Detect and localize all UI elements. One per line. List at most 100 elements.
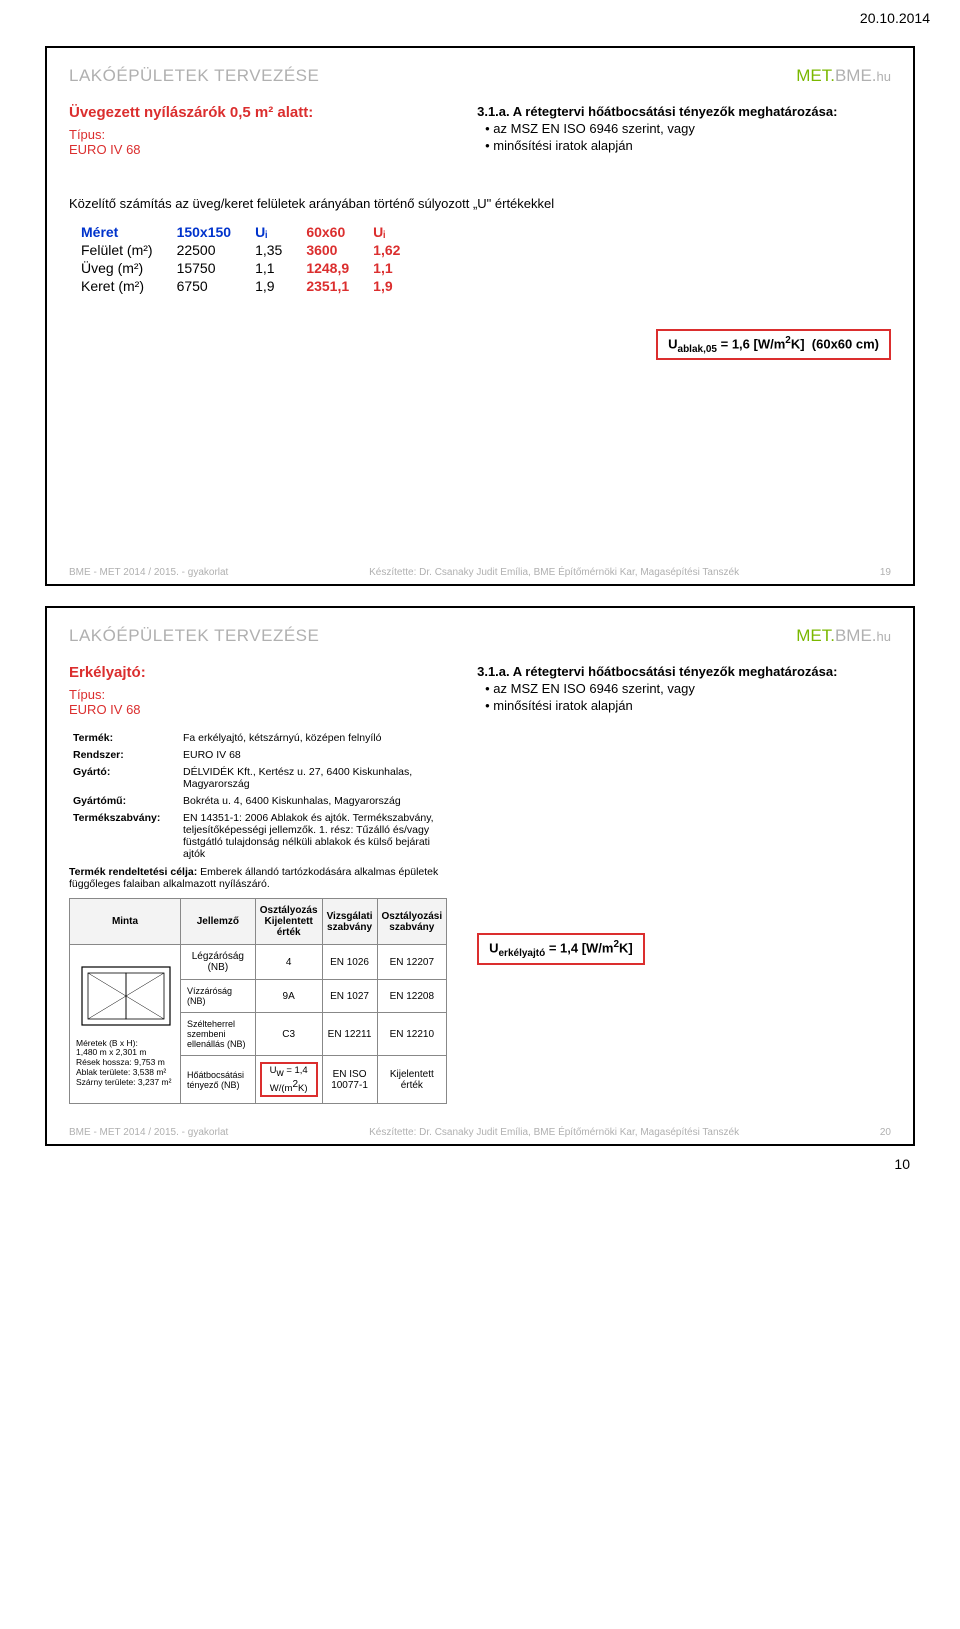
bullet-item: az MSZ EN ISO 6946 szerint, vagy [485, 681, 891, 696]
footer-page: 20 [880, 1127, 891, 1138]
cell: 9A [255, 980, 322, 1013]
type-block: Típus: EURO IV 68 [69, 127, 447, 157]
th: Osztályozási szabvány [377, 899, 447, 945]
cell: 1,9 [243, 277, 294, 295]
cell: EN 12208 [377, 980, 447, 1013]
slide-footer: BME - MET 2014 / 2015. - gyakorlat Készí… [69, 1127, 891, 1138]
cell: EN 12211 [322, 1013, 377, 1056]
hcell: Uᵢ [243, 223, 294, 241]
cell: EN 1026 [322, 945, 377, 980]
page-date: 20.10.2014 [0, 0, 960, 26]
table-row: Felület (m²) 22500 1,35 3600 1,62 [69, 241, 412, 259]
th: Vizsgálati szabvány [322, 899, 377, 945]
table-row: Gyártómű:Bokréta u. 4, 6400 Kiskunhalas,… [69, 792, 447, 809]
result-box: Uerkélyajtó = 1,4 [W/m2K] [477, 933, 645, 965]
table-row: Rendszer:EURO IV 68 [69, 746, 447, 763]
th: Osztályozás Kijelentett érték [255, 899, 322, 945]
cell: C3 [255, 1013, 322, 1056]
cell: EN 1027 [322, 980, 377, 1013]
cell: Üveg (m²) [69, 259, 165, 277]
product-purpose: Termék rendeltetési célja: Emberek állan… [69, 866, 447, 890]
product-info-table: Termék:Fa erkélyajtó, kétszárnyú, középe… [69, 729, 447, 862]
th: Minta [70, 899, 181, 945]
brand-bme: BME. [835, 626, 877, 645]
value: EURO IV 68 [179, 746, 447, 763]
brand: MET.BME.hu [796, 626, 891, 646]
brand-met: MET. [796, 66, 835, 85]
cell: EN ISO 10077-1 [322, 1056, 377, 1104]
footer-center: Készítette: Dr. Csanaky Judit Emília, BM… [369, 567, 739, 578]
formula-box: Uablak,05 = 1,6 [W/m2K] (60x60 cm) [656, 329, 891, 361]
calc-note: Közelítő számítás az üveg/keret felülete… [69, 195, 891, 213]
section-title: A rétegtervi hőátbocsátási tényezők megh… [513, 104, 838, 119]
type-label: Típus: [69, 127, 105, 142]
cell: 1,1 [243, 259, 294, 277]
table-header-row: Minta Jellemző Osztályozás Kijelentett é… [70, 899, 447, 945]
cell: 1,9 [361, 277, 412, 295]
hcell: 60x60 [294, 223, 361, 241]
hcell: 150x150 [165, 223, 244, 241]
value: Bokréta u. 4, 6400 Kiskunhalas, Magyaror… [179, 792, 447, 809]
cell: 6750 [165, 277, 244, 295]
footer-center: Készítette: Dr. Csanaky Judit Emília, BM… [369, 1127, 739, 1138]
slide-19: LAKÓÉPÜLETEK TERVEZÉSE MET.BME.hu Üvegez… [45, 46, 915, 586]
slide-20: LAKÓÉPÜLETEK TERVEZÉSE MET.BME.hu Erkély… [45, 606, 915, 1146]
label: Termék: [69, 729, 179, 746]
footer-left: BME - MET 2014 / 2015. - gyakorlat [69, 1127, 228, 1138]
hcell: Uᵢ [361, 223, 412, 241]
cell: 15750 [165, 259, 244, 277]
topic: Erkélyajtó: [69, 664, 447, 681]
cell: Uw = 1,4 W/(m2K) [255, 1056, 322, 1104]
section-head: 3.1.a. A rétegtervi hőátbocsátási tényez… [477, 664, 891, 679]
brand-met: MET. [796, 626, 835, 645]
type-value: EURO IV 68 [69, 142, 141, 157]
sample-cell: Méretek (B x H): 1,480 m x 2,301 m Rések… [70, 945, 181, 1104]
cell: 1,62 [361, 241, 412, 259]
brand: MET.BME.hu [796, 66, 891, 86]
bullets: az MSZ EN ISO 6946 szerint, vagy minősít… [477, 121, 891, 153]
value: DÉLVIDÉK Kft., Kertész u. 27, 6400 Kisku… [179, 763, 447, 792]
type-block: Típus: EURO IV 68 [69, 687, 447, 717]
table-row: Gyártó:DÉLVIDÉK Kft., Kertész u. 27, 640… [69, 763, 447, 792]
type-label: Típus: [69, 687, 105, 702]
cell: Felület (m²) [69, 241, 165, 259]
table-row: Keret (m²) 6750 1,9 2351,1 1,9 [69, 277, 412, 295]
value: EN 14351-1: 2006 Ablakok és ajtók. Termé… [179, 809, 447, 862]
cell: 1,35 [243, 241, 294, 259]
page-number: 10 [0, 1156, 910, 1172]
course-title: LAKÓÉPÜLETEK TERVEZÉSE [69, 626, 319, 646]
section-title: A rétegtervi hőátbocsátási tényezők megh… [513, 664, 838, 679]
cell: 1,1 [361, 259, 412, 277]
label: Rendszer: [69, 746, 179, 763]
cell: 1248,9 [294, 259, 361, 277]
table-row: Üveg (m²) 15750 1,1 1248,9 1,1 [69, 259, 412, 277]
brand-bme: BME. [835, 66, 877, 85]
table-row: Méretek (B x H): 1,480 m x 2,301 m Rések… [70, 945, 447, 980]
uw-highlight: Uw = 1,4 W/(m2K) [260, 1062, 318, 1097]
label: Gyártómű: [69, 792, 179, 809]
bullets: az MSZ EN ISO 6946 szerint, vagy minősít… [477, 681, 891, 713]
label: Termékszabvány: [69, 809, 179, 862]
course-title: LAKÓÉPÜLETEK TERVEZÉSE [69, 66, 319, 86]
hcell: Méret [69, 223, 165, 241]
type-value: EURO IV 68 [69, 702, 141, 717]
footer-page: 19 [880, 567, 891, 578]
cell: Szélteherrel szembeni ellenállás (NB) [181, 1013, 256, 1056]
slide-footer: BME - MET 2014 / 2015. - gyakorlat Készí… [69, 567, 891, 578]
cell: 4 [255, 945, 322, 980]
cell: Kijelentett érték [377, 1056, 447, 1104]
table-row: Méret 150x150 Uᵢ 60x60 Uᵢ [69, 223, 412, 241]
bullet-item: minősítési iratok alapján [485, 698, 891, 713]
classification-table: Minta Jellemző Osztályozás Kijelentett é… [69, 898, 447, 1104]
size-table: Méret 150x150 Uᵢ 60x60 Uᵢ Felület (m²) 2… [69, 223, 412, 295]
value: Fa erkélyajtó, kétszárnyú, középen felny… [179, 729, 447, 746]
slide-header: LAKÓÉPÜLETEK TERVEZÉSE MET.BME.hu [69, 626, 891, 652]
table-row: Termékszabvány:EN 14351-1: 2006 Ablakok … [69, 809, 447, 862]
cell: Vízzáróság (NB) [181, 980, 256, 1013]
slide-header: LAKÓÉPÜLETEK TERVEZÉSE MET.BME.hu [69, 66, 891, 92]
th: Jellemző [181, 899, 256, 945]
cell: 2351,1 [294, 277, 361, 295]
brand-hu: hu [877, 629, 891, 644]
cell: 22500 [165, 241, 244, 259]
bullet-item: minősítési iratok alapján [485, 138, 891, 153]
